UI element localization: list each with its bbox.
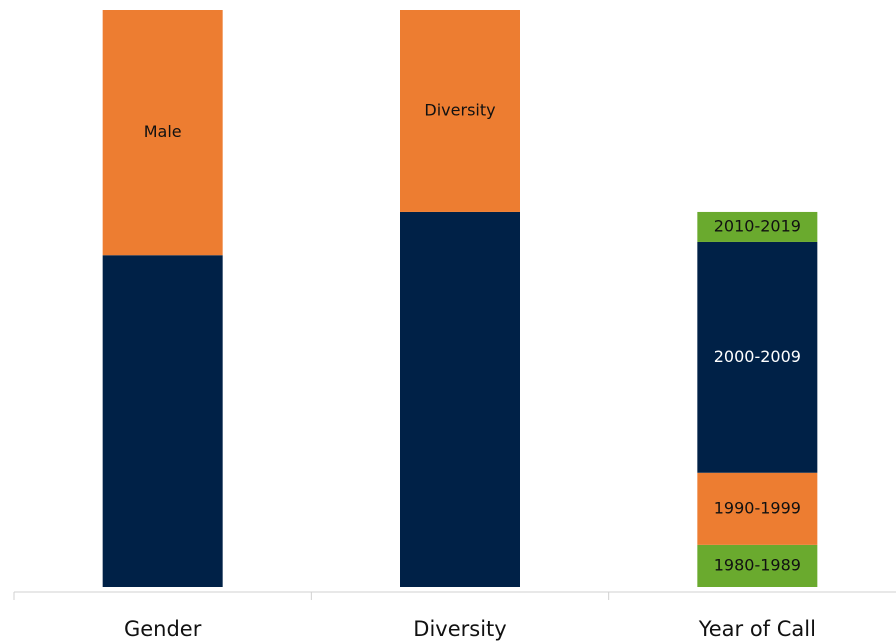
bar-segment [400, 10, 520, 212]
segment-label: Male [144, 122, 182, 141]
segment-label: 1980-1989 [714, 555, 801, 574]
bar-segment [102, 255, 223, 587]
bar-segment [102, 10, 223, 256]
bar-segment [697, 241, 818, 473]
bar-segment [697, 544, 818, 587]
segment-label: 1990-1999 [714, 498, 801, 517]
segment-label: 2010-2019 [714, 216, 801, 235]
segment-label: Diversity [424, 100, 495, 119]
segment-label: 2000-2009 [714, 347, 801, 366]
bar-segment [697, 211, 818, 242]
x-tick-label: Year of Call [698, 617, 816, 641]
bar-segment [400, 211, 520, 587]
x-tick-label: Gender [124, 617, 202, 641]
bar-segment [697, 472, 818, 545]
x-tick-label: Diversity [413, 617, 506, 641]
